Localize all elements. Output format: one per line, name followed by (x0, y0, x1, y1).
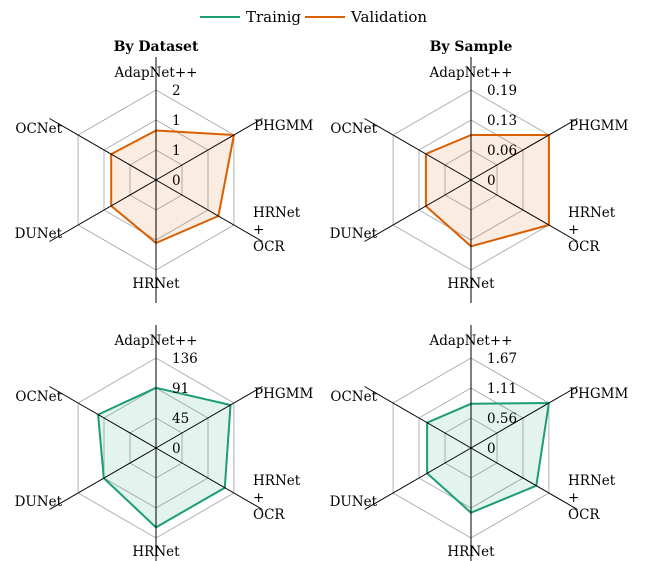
axis-label-adapnet: AdapNet++ (114, 333, 198, 349)
axis-label-hrnet-ocr-line: HRNet (253, 205, 301, 221)
tick-label-3: 136 (172, 351, 198, 367)
axis-dunet (49, 179, 157, 242)
axis-label-adapnet-line: AdapNet++ (114, 65, 198, 81)
axis-label-dunet: DUNet (15, 494, 63, 510)
axis-phgmm (155, 118, 263, 181)
axis-label-dunet-line: DUNet (330, 226, 378, 242)
axis-label-ocnet: OCNet (330, 121, 377, 137)
axis-label-adapnet-line: AdapNet++ (429, 333, 513, 349)
legend-label-training: Trainig (246, 8, 301, 26)
legend-label-validation: Validation (350, 8, 427, 26)
axis-label-dunet-line: DUNet (330, 494, 378, 510)
axis-label-phgmm: PHGMM (569, 118, 628, 134)
axis-label-phgmm-line: PHGMM (569, 386, 628, 402)
axis-ocnet (364, 118, 472, 181)
axis-hrnet-ocr (470, 447, 578, 510)
tick-label-0: 0 (172, 441, 181, 457)
axis-phgmm (470, 118, 578, 181)
tick-label-0: 0 (487, 441, 496, 457)
tick-label-3: 0.19 (487, 83, 517, 99)
tick-label-0: 0 (172, 173, 181, 189)
axis-label-hrnet-ocr-line: + (568, 222, 579, 238)
axis-label-phgmm-line: PHGMM (569, 118, 628, 134)
column-title-by-sample: By Sample (430, 39, 513, 55)
axis-label-hrnet-ocr-line: OCR (568, 239, 600, 255)
tick-label-3: 2 (172, 83, 181, 99)
axis-label-hrnet-ocr-line: HRNet (253, 473, 301, 489)
legend: Trainig Validation (200, 8, 427, 26)
axis-label-dunet-line: DUNet (15, 226, 63, 242)
axis-label-hrnet-ocr-line: + (253, 490, 264, 506)
axis-label-phgmm-line: PHGMM (254, 118, 313, 134)
tick-label-3: 1.67 (487, 351, 517, 367)
axis-label-hrnet-ocr-line: HRNet (568, 205, 616, 221)
axis-label-hrnet: HRNet (447, 276, 495, 292)
axis-label-phgmm: PHGMM (569, 386, 628, 402)
axis-label-hrnet-ocr: HRNet + OCR (253, 473, 301, 523)
tick-label-2: 1 (172, 113, 181, 129)
axis-label-dunet: DUNet (330, 226, 378, 242)
axis-label-dunet-line: DUNet (15, 494, 63, 510)
axis-label-ocnet: OCNet (15, 121, 62, 137)
axis-label-hrnet-ocr: HRNet + OCR (568, 473, 616, 523)
axis-label-adapnet: AdapNet++ (429, 65, 513, 81)
axis-ocnet (49, 386, 157, 449)
axis-ocnet (49, 118, 157, 181)
axis-label-hrnet-line: HRNet (447, 276, 495, 292)
axis-label-hrnet-ocr-line: OCR (253, 239, 285, 255)
tick-label-1: 0.56 (487, 411, 517, 427)
tick-label-2: 1.11 (487, 381, 517, 397)
axis-label-hrnet: HRNet (132, 276, 180, 292)
column-title-by-dataset: By Dataset (114, 39, 199, 55)
axis-label-adapnet-line: AdapNet++ (429, 65, 513, 81)
tick-label-1: 0.06 (487, 143, 517, 159)
axis-label-phgmm: PHGMM (254, 118, 313, 134)
axis-label-ocnet-line: OCNet (330, 389, 377, 405)
axis-label-hrnet-ocr: HRNet + OCR (568, 205, 616, 255)
axis-label-dunet: DUNet (15, 226, 63, 242)
axis-label-adapnet: AdapNet++ (114, 65, 198, 81)
axis-label-hrnet: HRNet (447, 544, 495, 560)
axis-label-dunet: DUNet (330, 494, 378, 510)
axis-label-hrnet-line: HRNet (447, 544, 495, 560)
axis-label-hrnet-ocr-line: HRNet (568, 473, 616, 489)
axis-dunet (364, 179, 472, 242)
axis-label-ocnet-line: OCNet (15, 121, 62, 137)
axis-label-hrnet: HRNet (132, 544, 180, 560)
tick-label-2: 0.13 (487, 113, 517, 129)
axis-phgmm (470, 386, 578, 449)
axis-label-hrnet-ocr-line: OCR (568, 507, 600, 523)
axis-hrnet-ocr (155, 179, 263, 242)
axis-label-ocnet: OCNet (15, 389, 62, 405)
tick-label-1: 45 (172, 411, 189, 427)
axis-dunet (364, 447, 472, 510)
axis-label-hrnet-ocr-line: + (253, 222, 264, 238)
tick-label-0: 0 (487, 173, 496, 189)
axis-hrnet-ocr (155, 447, 263, 510)
axis-label-adapnet: AdapNet++ (429, 333, 513, 349)
tick-label-1: 1 (172, 143, 181, 159)
axis-ocnet (364, 386, 472, 449)
axis-label-phgmm: PHGMM (254, 386, 313, 402)
axis-phgmm (155, 386, 263, 449)
axis-label-ocnet: OCNet (330, 389, 377, 405)
axis-label-hrnet-line: HRNet (132, 276, 180, 292)
axis-label-adapnet-line: AdapNet++ (114, 333, 198, 349)
axis-label-hrnet-ocr-line: + (568, 490, 579, 506)
axis-hrnet-ocr (470, 179, 578, 242)
axis-dunet (49, 447, 157, 510)
axis-label-hrnet-ocr: HRNet + OCR (253, 205, 301, 255)
axis-label-hrnet-ocr-line: OCR (253, 507, 285, 523)
axis-label-hrnet-line: HRNet (132, 544, 180, 560)
axis-label-ocnet-line: OCNet (15, 389, 62, 405)
tick-label-2: 91 (172, 381, 189, 397)
axis-label-phgmm-line: PHGMM (254, 386, 313, 402)
axis-label-ocnet-line: OCNet (330, 121, 377, 137)
